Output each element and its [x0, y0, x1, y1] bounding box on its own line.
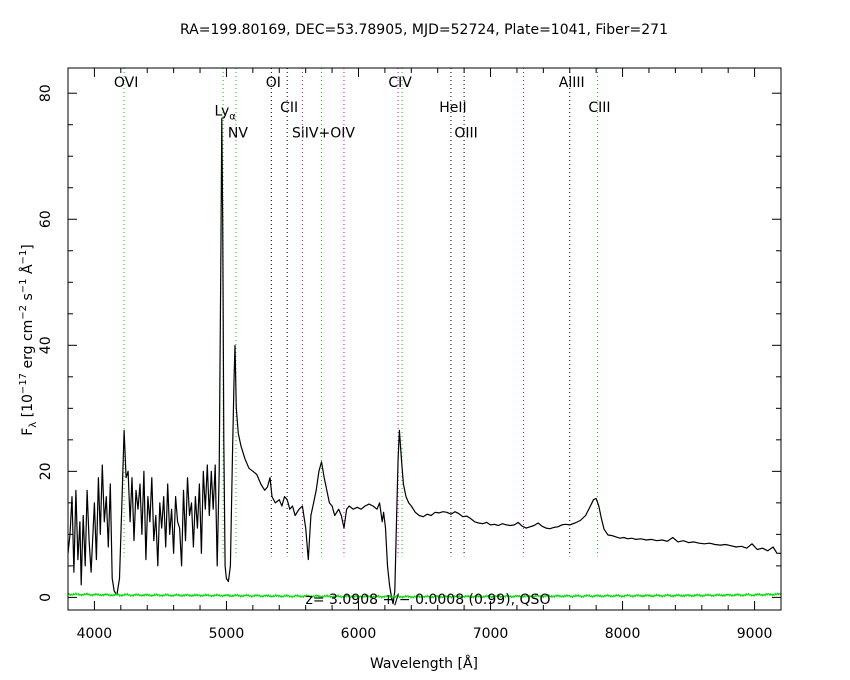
line-label-1: Lyα: [214, 103, 236, 122]
y-label-open: [10: [20, 394, 36, 422]
y-tick-label-0: 0: [38, 593, 54, 602]
x-tick-label-3: 7000: [473, 626, 509, 642]
line-label-6: SiIV+OIV: [292, 125, 355, 141]
y-label-mid2: s: [20, 293, 36, 305]
line-label-4: CII: [280, 100, 298, 116]
x-tick-label-0: 4000: [77, 626, 113, 642]
x-axis-label-main: Wavelength [: [370, 656, 463, 672]
series-layer: [67, 117, 782, 605]
redshift-annotation: z= 3.0908 +/− 0.0008 (0.99), QSO: [306, 592, 551, 608]
x-tick-label-5: 9000: [737, 626, 773, 642]
emission-lines: OVI Lyα NV OI CII SiIV+OIV CIV HeII OIII AlIIICII…: [114, 68, 611, 557]
y-tick-label-4: 80: [38, 84, 54, 102]
x-axis-label-end: ]: [473, 656, 478, 672]
y-label-mid1: erg cm: [20, 320, 36, 373]
x-axis-label: Wavelength [Å]: [370, 655, 478, 672]
y-label-unit: Å: [19, 264, 36, 278]
x-axis-label-unit: Å: [463, 655, 473, 672]
y-tick-label-1: 20: [38, 462, 54, 480]
y-label-exp2: −2: [18, 305, 29, 320]
x-tick-label-1: 5000: [209, 626, 245, 642]
y-label-exp1: −17: [18, 373, 29, 394]
x-tick-label-2: 6000: [341, 626, 377, 642]
line-label-13: AlIII: [559, 75, 585, 91]
y-label-close: ]: [20, 244, 36, 249]
error-series: [67, 592, 782, 600]
line-label-11: OIII: [454, 125, 477, 141]
line-label-2: NV: [228, 125, 248, 141]
y-label-exp3: −1: [18, 278, 29, 293]
y-tick-label-2: 40: [38, 336, 54, 354]
y-label-prefix: F: [20, 428, 36, 436]
line-label-sub-1: α: [229, 111, 236, 122]
axis-ticks: 4000 5000 6000 7000 8000 9000 0 20 40 60 80: [38, 68, 782, 642]
chart-title: RA=199.80169, DEC=53.78905, MJD=52724, P…: [180, 22, 668, 38]
y-tick-label-3: 60: [38, 210, 54, 228]
x-tick-label-4: 8000: [605, 626, 641, 642]
y-label-sub: λ: [28, 422, 39, 428]
line-label-main-1: Ly: [214, 103, 229, 119]
line-label-14: CIII: [588, 100, 610, 116]
line-label-3: OI: [266, 75, 281, 91]
line-label-10: HeII: [439, 100, 466, 116]
y-axis-label: Fλ [10−17 erg cm−2 s−1 Å−1]: [18, 244, 39, 436]
line-label-0: OVI: [114, 75, 138, 91]
y-label-exp4: −1: [18, 250, 29, 265]
line-label-8: CIV: [388, 75, 412, 91]
plot-frame: [67, 67, 782, 611]
flux-series: [67, 117, 781, 605]
